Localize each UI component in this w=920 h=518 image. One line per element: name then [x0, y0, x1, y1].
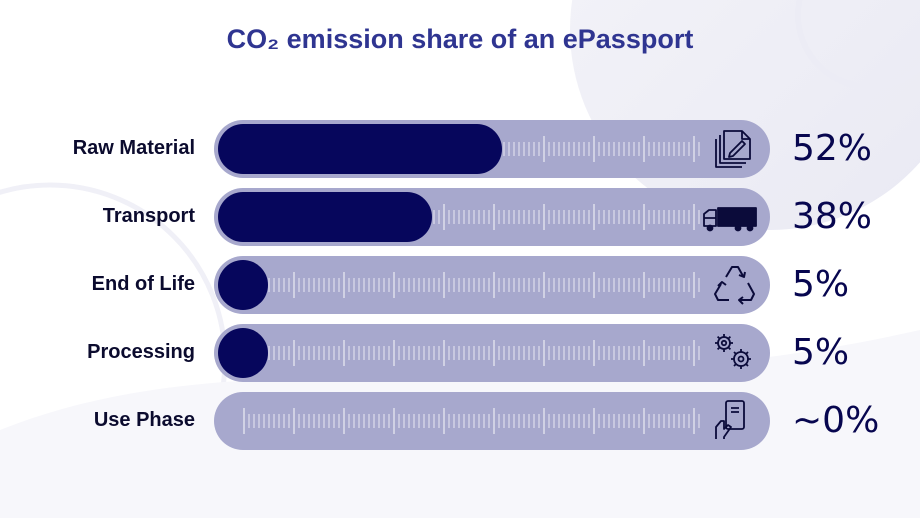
bar-track-transport	[214, 188, 770, 246]
bar-end-of-life	[218, 260, 268, 310]
category-label-processing: Processing	[87, 341, 195, 363]
recycle-icon	[714, 266, 755, 305]
value-label-end-of-life: 5%	[792, 264, 850, 305]
bar-transport	[218, 192, 433, 242]
value-label-processing: 5%	[792, 332, 850, 373]
truck-icon	[703, 207, 757, 232]
ruler-ticks	[243, 408, 700, 434]
value-label-raw-material: 52%	[792, 128, 873, 169]
category-label-use-phase: Use Phase	[93, 409, 195, 431]
category-label-end-of-life: End of Life	[91, 273, 195, 295]
value-label-transport: 38%	[792, 196, 873, 237]
bar-track-raw-material	[214, 120, 770, 178]
bar-track-use-phase	[214, 392, 770, 450]
documents-pen-icon	[715, 130, 751, 168]
value-label-use-phase: ~0%	[792, 400, 880, 441]
category-label-raw-material: Raw Material	[72, 137, 195, 159]
bar-track-end-of-life	[214, 256, 770, 314]
bar-processing	[218, 328, 268, 378]
bar-track-processing	[214, 324, 770, 382]
ruler-ticks	[243, 340, 700, 366]
chart-title: CO₂ emission share of an ePassport	[226, 24, 694, 54]
hand-card-icon	[715, 400, 745, 440]
bar-raw-material	[218, 124, 502, 174]
gears-icon	[714, 333, 752, 370]
ruler-ticks	[243, 272, 700, 298]
category-label-transport: Transport	[102, 205, 195, 227]
